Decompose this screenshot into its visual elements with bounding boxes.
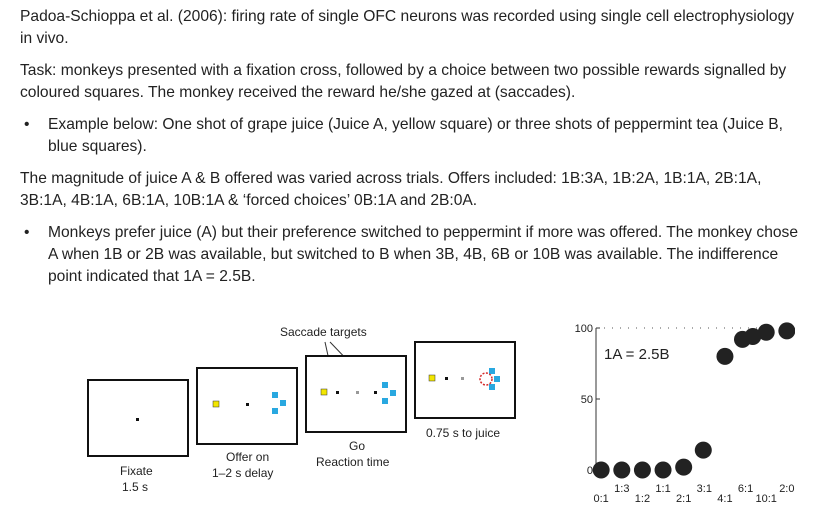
- caption-fixate-time: 1.5 s: [122, 480, 148, 494]
- bullet-preference: • Monkeys prefer juice (A) but their pre…: [20, 222, 810, 288]
- data-point: [778, 322, 795, 340]
- bullet-dot: •: [24, 116, 30, 133]
- data-point: [613, 461, 631, 479]
- bullet-example: • Example below: One shot of grape juice…: [20, 114, 810, 158]
- data-point: [757, 323, 775, 341]
- data-point: [744, 328, 762, 346]
- fixation-point: [356, 391, 359, 394]
- juice-b-square: [489, 384, 495, 390]
- bullet-dot: •: [24, 224, 30, 241]
- caption-offer: Offer on: [226, 450, 269, 464]
- data-point: [716, 347, 734, 365]
- x-tick-label: 1:1: [655, 483, 670, 495]
- slide-text: Padoa-Schioppa et al. (2006): firing rat…: [20, 6, 810, 298]
- x-tick-label: 2:1: [676, 493, 691, 505]
- bullet-preference-text: Monkeys prefer juice (A) but their prefe…: [48, 224, 799, 285]
- x-tick-label: 10:1: [755, 493, 776, 505]
- data-point: [694, 441, 712, 459]
- fixation-point: [445, 377, 448, 380]
- fixation-point: [461, 377, 464, 380]
- caption-juice: 0.75 s to juice: [426, 426, 500, 440]
- juice-b-square: [382, 398, 388, 404]
- x-tick-label: 2:0: [779, 483, 794, 495]
- caption-fixate: Fixate: [120, 464, 153, 478]
- data-point: [675, 458, 693, 476]
- task-figure: Saccade targets Fixate 1.5 s Offer on 1–…: [87, 325, 516, 494]
- juice-b-square: [489, 368, 495, 374]
- juice-a-square: [212, 400, 220, 408]
- juice-a-square: [320, 388, 328, 396]
- juice-b-square: [494, 376, 500, 382]
- fixation-point: [246, 403, 249, 406]
- juice-b-square: [280, 400, 286, 406]
- y-tick-label: 50: [581, 394, 593, 406]
- data-point: [592, 461, 610, 479]
- juice-b-square: [272, 392, 278, 398]
- data-point: [654, 461, 672, 479]
- juice-b-square: [382, 382, 388, 388]
- caption-go-time: Reaction time: [316, 455, 390, 469]
- data-point: [633, 461, 651, 479]
- choice-chart: 0 50 100 0:1 1:3 1:2 1:1 2:1 3:1 4:1 6:110:12:0 1A …: [575, 322, 795, 505]
- x-tick-label: 6:1: [738, 483, 753, 495]
- fixation-point: [136, 418, 139, 421]
- x-tick-label: 4:1: [717, 493, 732, 505]
- y-tick-label: 0: [587, 465, 593, 477]
- indifference-annotation: 1A = 2.5B: [604, 346, 669, 363]
- x-tick-label: 3:1: [697, 483, 712, 495]
- paragraph-study: Padoa-Schioppa et al. (2006): firing rat…: [20, 8, 795, 47]
- saccade-target-dot: [336, 391, 339, 394]
- x-tick-label: 1:3: [614, 483, 629, 495]
- caption-go: Go: [349, 439, 365, 453]
- saccade-targets-label: Saccade targets: [280, 325, 367, 339]
- juice-b-square: [390, 390, 396, 396]
- y-tick-label: 100: [575, 323, 593, 335]
- saccade-target-dot: [374, 391, 377, 394]
- x-tick-label: 1:2: [635, 493, 650, 505]
- bullet-example-text: Example below: One shot of grape juice (…: [48, 116, 784, 155]
- x-tick-label: 0:1: [594, 493, 609, 505]
- paragraph-task: Task: monkeys presented with a fixation …: [20, 62, 787, 101]
- gaze-ring-icon: [479, 372, 493, 386]
- caption-offer-time: 1–2 s delay: [212, 466, 273, 480]
- paragraph-offers: The magnitude of juice A & B offered was…: [20, 170, 762, 209]
- juice-a-square: [428, 374, 436, 382]
- juice-b-square: [272, 408, 278, 414]
